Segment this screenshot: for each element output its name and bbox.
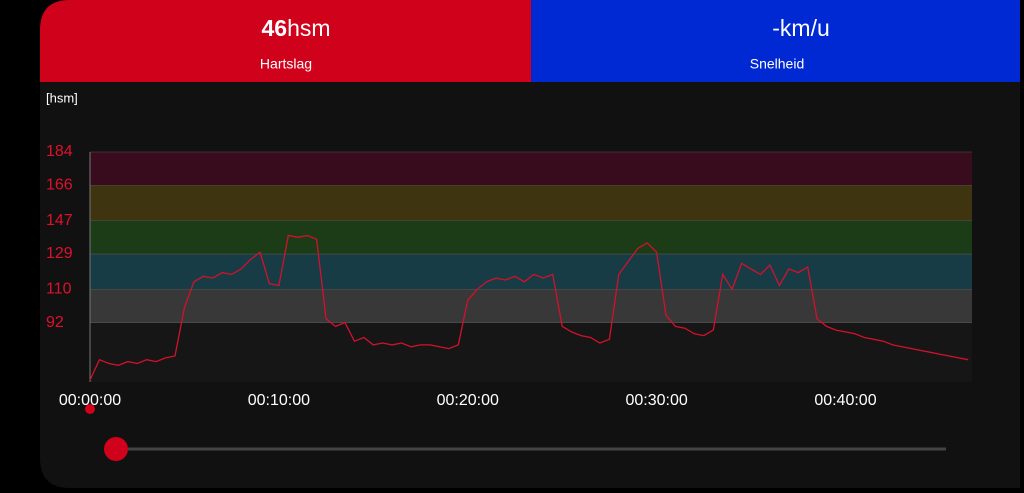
x-tick-label: 00:00:00 <box>59 392 121 409</box>
value: 46 <box>261 15 287 41</box>
zone-band <box>90 220 972 255</box>
x-tick-label: 00:30:00 <box>625 392 687 409</box>
tile-label: Hartslag <box>260 56 312 72</box>
y-tick-label: 147 <box>46 212 73 229</box>
speed-tile[interactable] <box>531 0 1020 82</box>
y-tick-label: 166 <box>46 177 73 194</box>
y-tick-label: 129 <box>46 245 73 262</box>
zone-band <box>90 254 972 290</box>
slider-thumb[interactable] <box>104 437 128 461</box>
plot: 92 110 129 147 166 184 00:00:00 00:10:00 00:20:0… <box>46 143 972 409</box>
zone-band <box>90 289 972 323</box>
y-tick-label: 92 <box>46 314 64 331</box>
y-tick-label: 110 <box>46 280 72 297</box>
heart-rate-value: 46hsm <box>261 15 330 41</box>
unit: hsm <box>287 15 330 41</box>
y-tick-label: 184 <box>46 143 73 160</box>
zone-band <box>90 152 972 186</box>
x-tick-label: 00:20:00 <box>437 392 499 409</box>
heart-rate-line <box>89 234 969 381</box>
x-tick-label: 00:40:00 <box>814 392 876 409</box>
speed-value: -km/u <box>772 15 830 41</box>
position-marker <box>85 404 95 414</box>
zone-band <box>90 185 972 221</box>
x-tick-label: 00:10:00 <box>248 392 310 409</box>
y-unit-label: [hsm] <box>46 90 78 105</box>
heart-rate-tile[interactable] <box>40 0 531 82</box>
tile-label: Snelheid <box>750 56 805 72</box>
